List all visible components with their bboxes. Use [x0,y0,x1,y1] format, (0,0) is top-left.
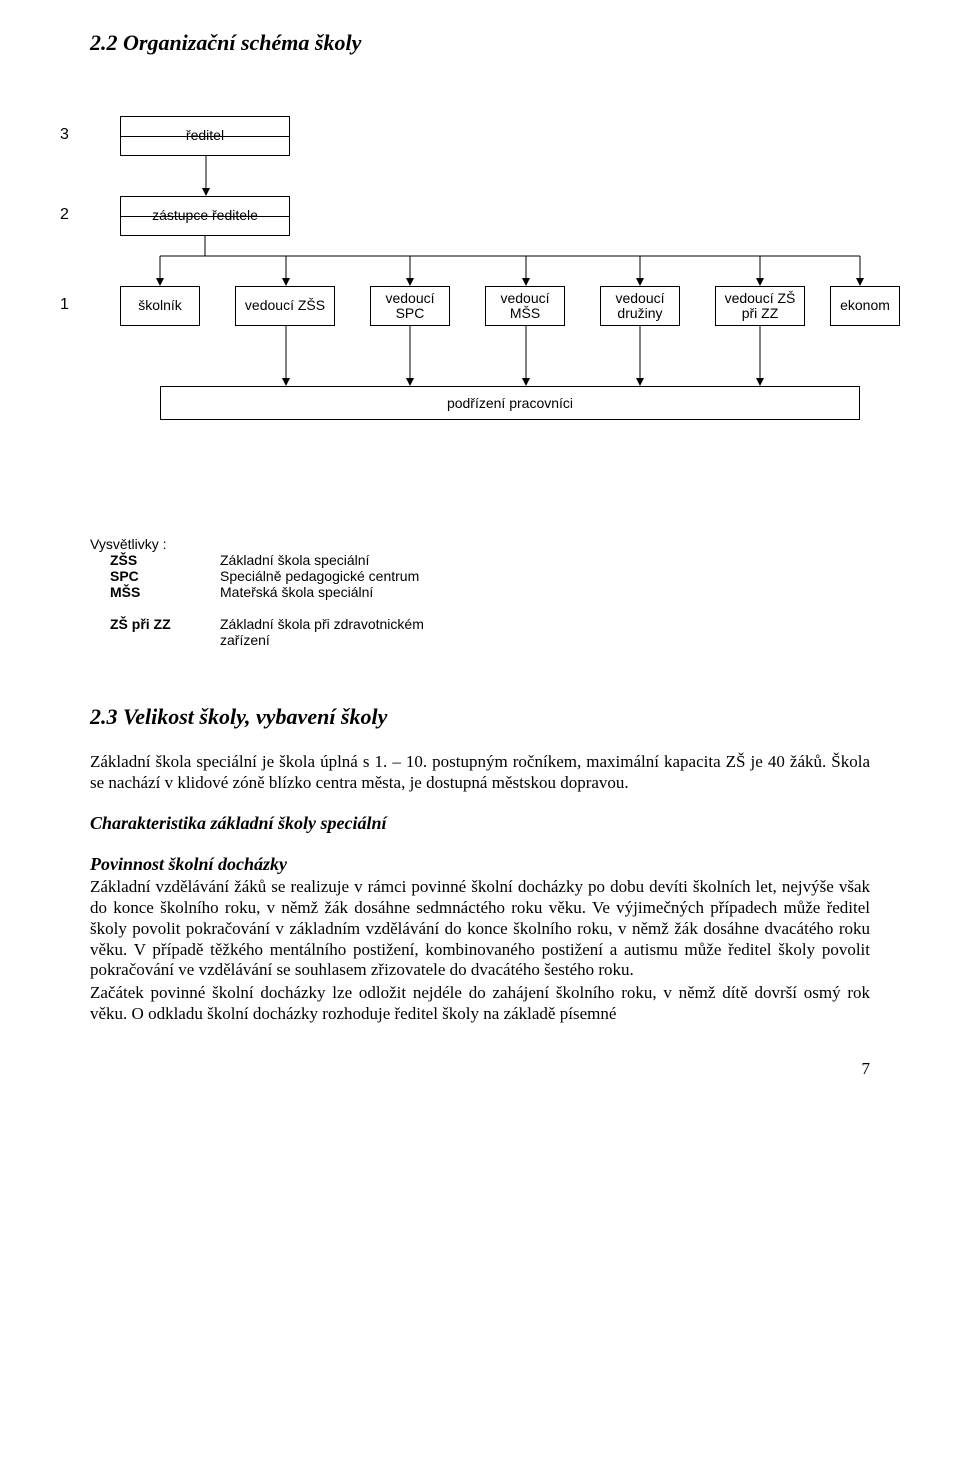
node-ekonom: ekonom [830,286,900,326]
pov-title: Povinnost školní docházky [90,854,870,875]
legend-row: SPC Speciálně pedagogické centrum [90,568,870,584]
node-vzs: vedoucí ZŠ při ZZ [715,286,805,326]
legend-title: Vysvětlivky : [90,536,870,552]
legend-row: ZŠS Základní škola speciální [90,552,870,568]
edge-sub-bus [150,326,870,386]
legend-row: MŠS Mateřská škola speciální [90,584,870,600]
legend-val: Základní škola při zdravotnickém zařízen… [220,616,870,648]
edge-bus [150,236,870,286]
node-vzss: vedoucí ZŠS [235,286,335,326]
node-skolnik: školník [120,286,200,326]
level-label-3: 3 [60,126,69,144]
legend-key: ZŠ při ZZ [90,616,220,648]
section-heading: 2.2 Organizační schéma školy [90,30,870,56]
legend-val: Mateřská škola speciální [220,584,870,600]
node-vmss: vedoucí MŠS [485,286,565,326]
level-label-1: 1 [60,296,69,314]
legend-val: Základní škola speciální [220,552,870,568]
org-chart: 3 2 1 ředitel zástupce ředitele školník … [90,116,870,496]
char-title: Charakteristika základní školy speciální [90,813,870,834]
section-heading-2: 2.3 Velikost školy, vybavení školy [90,704,870,730]
legend-val: Speciálně pedagogické centrum [220,568,870,584]
paragraph: Začátek povinné školní docházky lze odlo… [90,983,870,1024]
paragraph: Základní škola speciální je škola úplná … [90,752,870,793]
legend-key: ZŠS [90,552,220,568]
legend-row: ZŠ při ZZ Základní škola při zdravotnick… [90,616,870,648]
legend-key: SPC [90,568,220,584]
node-vspc: vedoucí SPC [370,286,450,326]
legend: Vysvětlivky : ZŠS Základní škola speciál… [90,536,870,648]
edge-reditel-zastupce [200,156,212,196]
legend-key: MŠS [90,584,220,600]
paragraph: Základní vzdělávání žáků se realizuje v … [90,877,870,981]
node-reditel: ředitel [120,116,290,156]
node-vdruz: vedoucí družiny [600,286,680,326]
level-label-2: 2 [60,206,69,224]
node-subordinates: podřízení pracovníci [160,386,860,420]
page-number: 7 [90,1059,870,1079]
node-zastupce: zástupce ředitele [120,196,290,236]
